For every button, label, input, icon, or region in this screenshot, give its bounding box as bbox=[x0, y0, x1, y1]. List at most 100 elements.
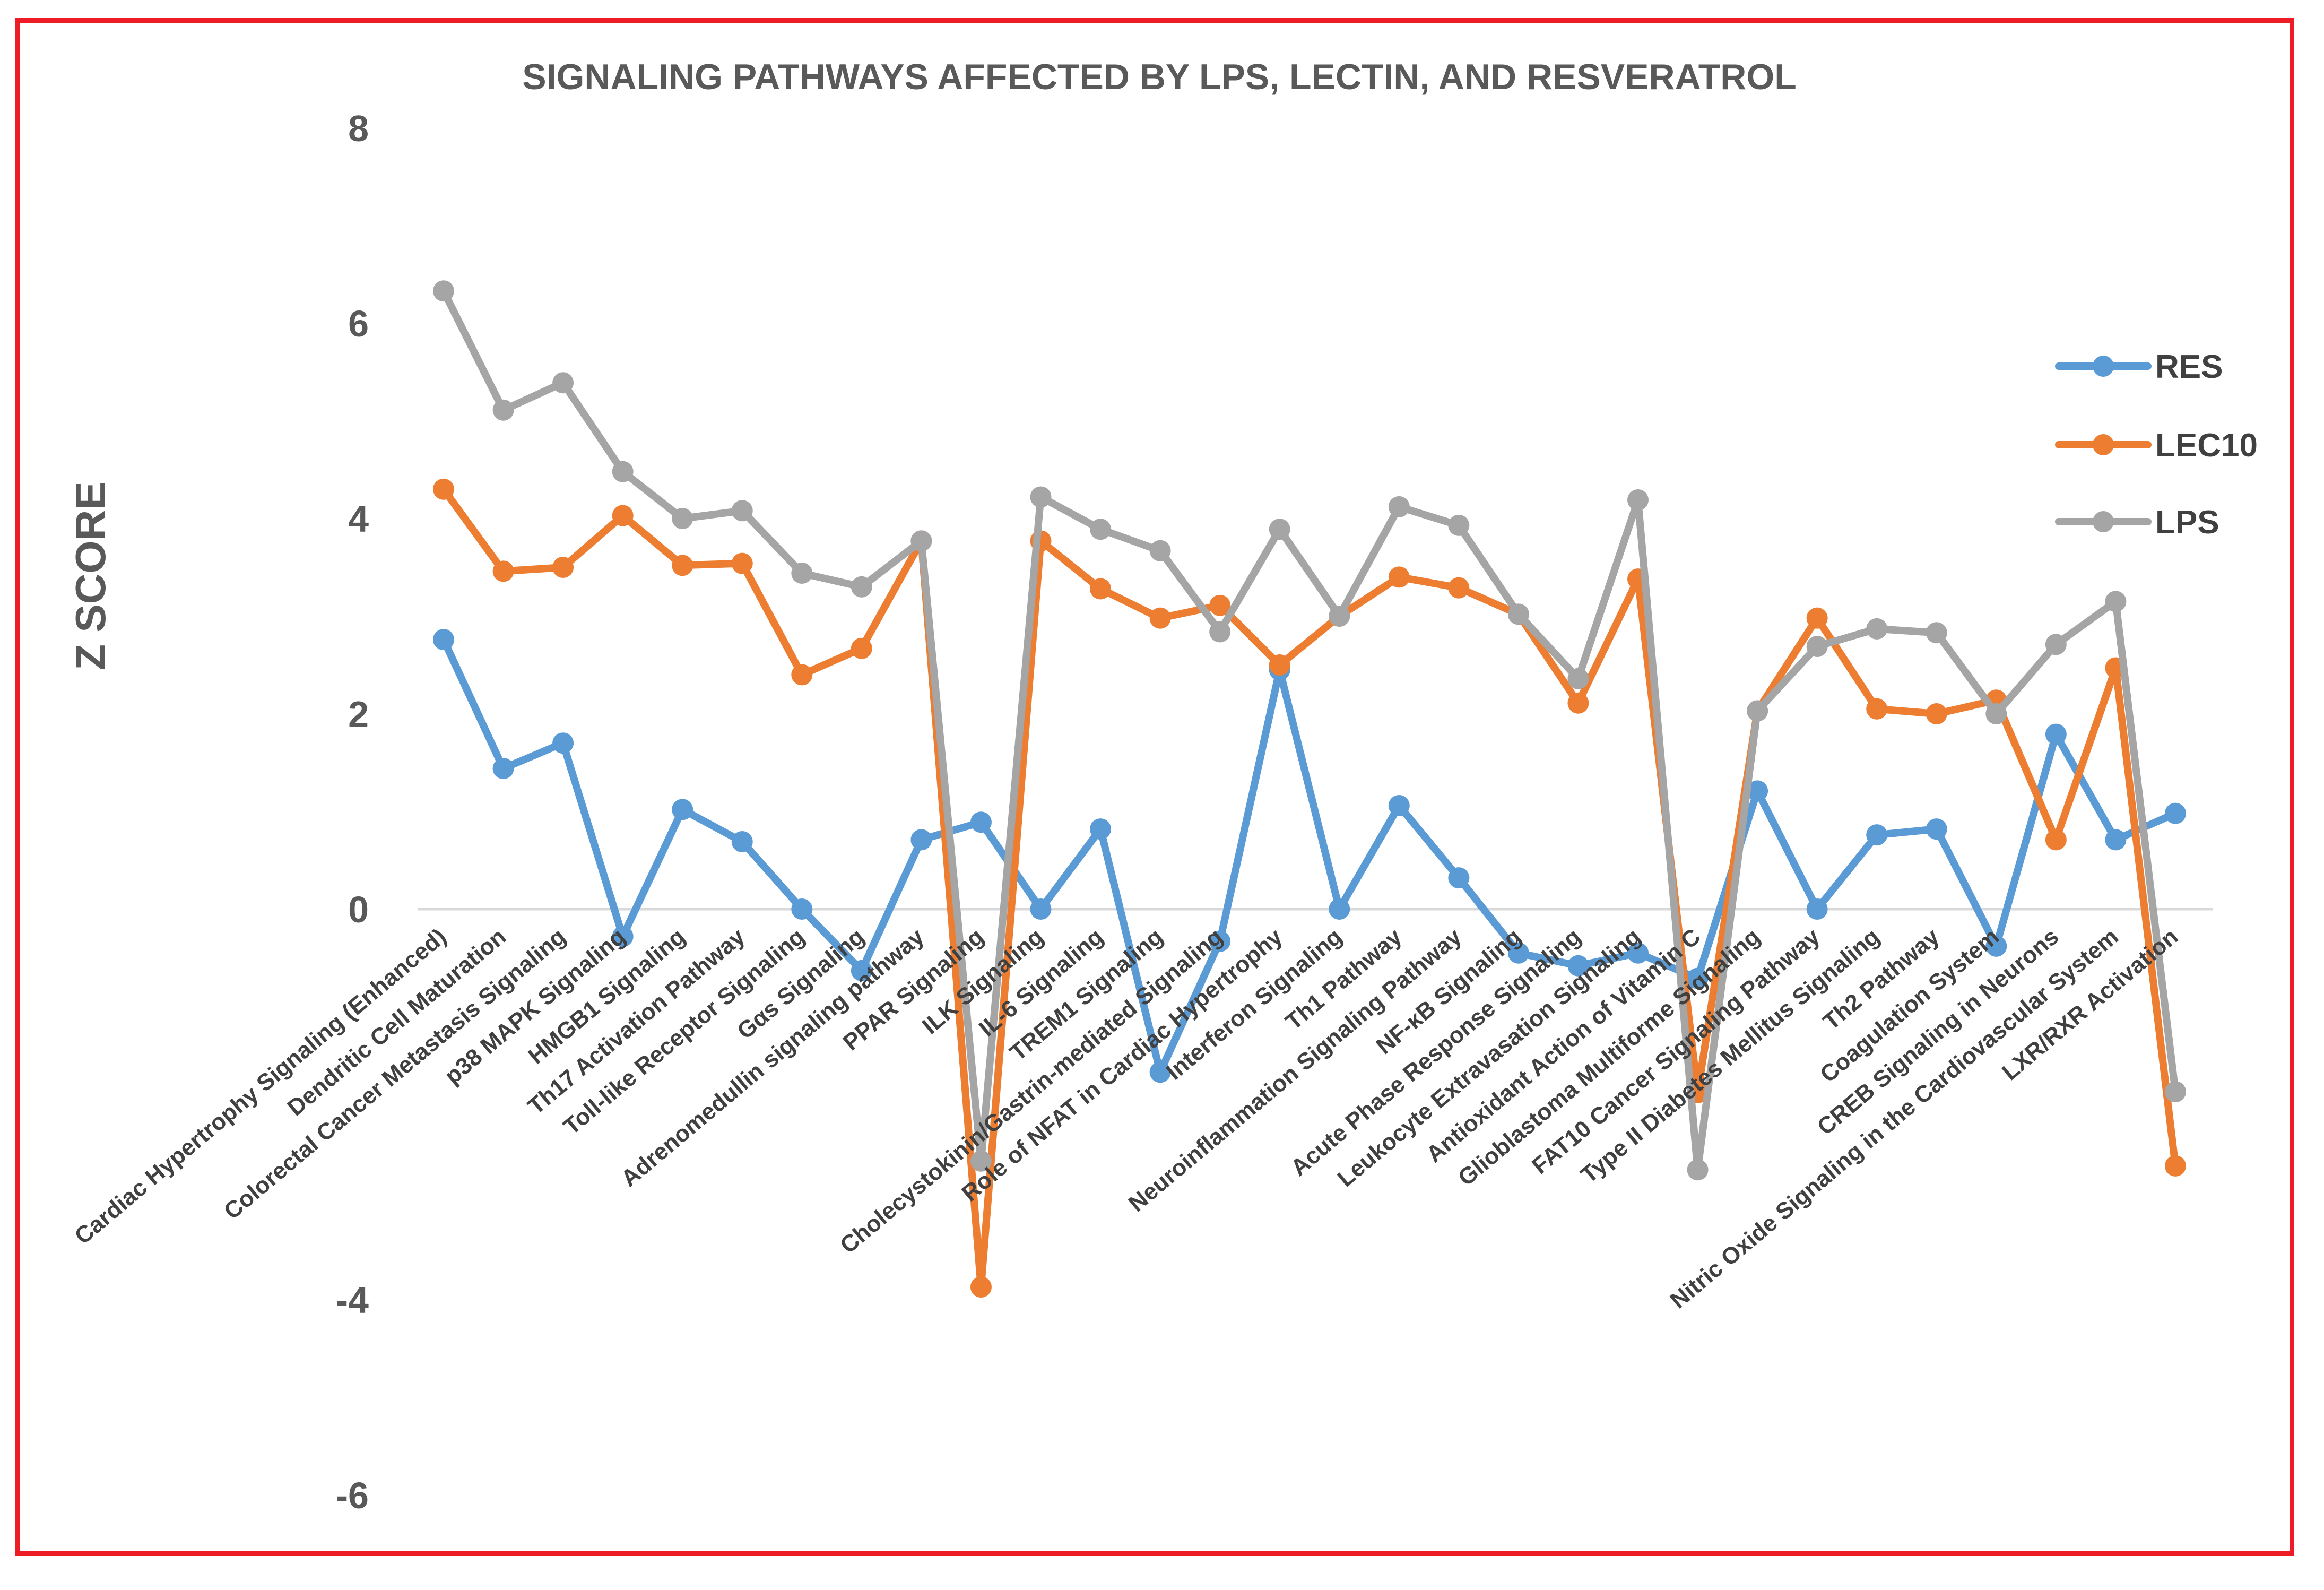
data-point bbox=[1448, 577, 1470, 599]
data-point bbox=[1388, 496, 1410, 517]
data-point bbox=[1209, 621, 1231, 643]
data-point bbox=[1567, 668, 1589, 689]
data-point bbox=[1866, 698, 1888, 720]
legend-item-lps: LPS bbox=[2055, 504, 2219, 541]
data-point bbox=[2105, 591, 2127, 612]
data-point bbox=[552, 372, 574, 394]
data-point bbox=[612, 926, 634, 947]
data-point bbox=[791, 664, 813, 686]
data-point bbox=[970, 1150, 992, 1172]
series-res bbox=[433, 629, 2186, 1083]
data-point bbox=[1030, 898, 1052, 920]
legend: RES LEC10 LPS bbox=[2055, 349, 2258, 541]
data-point bbox=[433, 629, 454, 651]
legend-item-res: RES bbox=[2055, 349, 2223, 385]
data-point bbox=[2045, 723, 2067, 745]
data-point bbox=[492, 758, 514, 780]
data-point bbox=[970, 1276, 992, 1298]
y-tick-label: 8 bbox=[348, 108, 369, 149]
data-point bbox=[433, 478, 454, 500]
data-point bbox=[1926, 622, 1947, 644]
data-point bbox=[731, 552, 753, 574]
legend-label: LPS bbox=[2155, 504, 2219, 541]
data-point bbox=[1448, 514, 1470, 536]
data-point bbox=[552, 732, 574, 754]
chart-title: SIGNALING PATHWAYS AFFECTED BY LPS, LECT… bbox=[522, 57, 1797, 97]
data-point bbox=[910, 829, 932, 851]
data-point bbox=[1747, 700, 1768, 722]
data-point bbox=[672, 799, 693, 820]
data-point bbox=[1627, 942, 1649, 964]
data-point bbox=[1149, 607, 1171, 629]
legend-label: RES bbox=[2155, 349, 2223, 385]
data-point bbox=[1687, 967, 1709, 989]
data-point bbox=[1806, 898, 1828, 920]
data-point bbox=[2164, 1155, 2186, 1177]
data-point bbox=[2045, 634, 2067, 655]
series-lps bbox=[433, 280, 2186, 1181]
data-point bbox=[1090, 818, 1112, 840]
data-point bbox=[552, 557, 574, 578]
data-point bbox=[1985, 703, 2007, 724]
legend-swatch-marker bbox=[2093, 511, 2114, 532]
data-point bbox=[612, 505, 634, 526]
data-point bbox=[1030, 486, 1052, 508]
data-point bbox=[1926, 703, 1947, 724]
data-point bbox=[1687, 1159, 1709, 1181]
data-point bbox=[1985, 935, 2007, 957]
data-point bbox=[1090, 519, 1112, 540]
data-point bbox=[731, 831, 753, 853]
data-point bbox=[433, 280, 454, 302]
data-point bbox=[851, 637, 872, 659]
data-point bbox=[1866, 618, 1888, 640]
data-point bbox=[1209, 930, 1231, 952]
y-tick-label: 6 bbox=[348, 303, 369, 344]
data-point bbox=[1090, 578, 1112, 600]
data-point bbox=[1149, 540, 1171, 561]
data-point bbox=[1507, 603, 1529, 625]
data-point bbox=[2105, 829, 2127, 851]
data-point bbox=[1507, 942, 1529, 964]
legend-swatch-marker bbox=[2093, 434, 2114, 455]
data-point bbox=[851, 576, 872, 598]
legend-item-lec10: LEC10 bbox=[2055, 427, 2258, 464]
data-point bbox=[1806, 607, 1828, 629]
data-point bbox=[1567, 692, 1589, 714]
legend-label: LEC10 bbox=[2155, 427, 2258, 464]
data-point bbox=[1269, 519, 1290, 540]
y-tick-label: -4 bbox=[336, 1280, 369, 1321]
data-point bbox=[1627, 489, 1649, 511]
series-layer bbox=[433, 280, 2186, 1298]
y-tick-label: -6 bbox=[336, 1475, 369, 1516]
data-point bbox=[672, 508, 693, 529]
y-axis-ticks: 8 6 4 2 0 -4 -6 bbox=[336, 108, 369, 1516]
data-point bbox=[612, 461, 634, 482]
x-axis-ticks: Cardiac Hypertrophy Signaling (Enhanced)… bbox=[70, 923, 2183, 1314]
data-point bbox=[731, 500, 753, 522]
chart-frame bbox=[15, 18, 2294, 1556]
data-point bbox=[1269, 654, 1290, 676]
data-point bbox=[2164, 1081, 2186, 1103]
data-point bbox=[1209, 594, 1231, 616]
data-point bbox=[1149, 1061, 1171, 1083]
data-point bbox=[1567, 955, 1589, 977]
y-tick-label: 2 bbox=[348, 694, 369, 735]
data-point bbox=[910, 530, 932, 552]
data-point bbox=[1388, 794, 1410, 816]
data-point bbox=[672, 555, 693, 576]
data-point bbox=[1448, 867, 1470, 889]
y-tick-label: 0 bbox=[348, 889, 369, 930]
data-point bbox=[1329, 898, 1350, 920]
data-point bbox=[1866, 824, 1888, 846]
data-point bbox=[1926, 818, 1947, 840]
data-point bbox=[1747, 780, 1768, 802]
data-point bbox=[492, 399, 514, 421]
data-point bbox=[1329, 606, 1350, 627]
y-tick-label: 4 bbox=[348, 498, 369, 540]
legend-swatch-marker bbox=[2093, 356, 2114, 377]
data-point bbox=[791, 563, 813, 584]
data-point bbox=[492, 560, 514, 582]
data-point bbox=[1806, 636, 1828, 658]
y-axis-label: Z SCORE bbox=[67, 481, 114, 670]
